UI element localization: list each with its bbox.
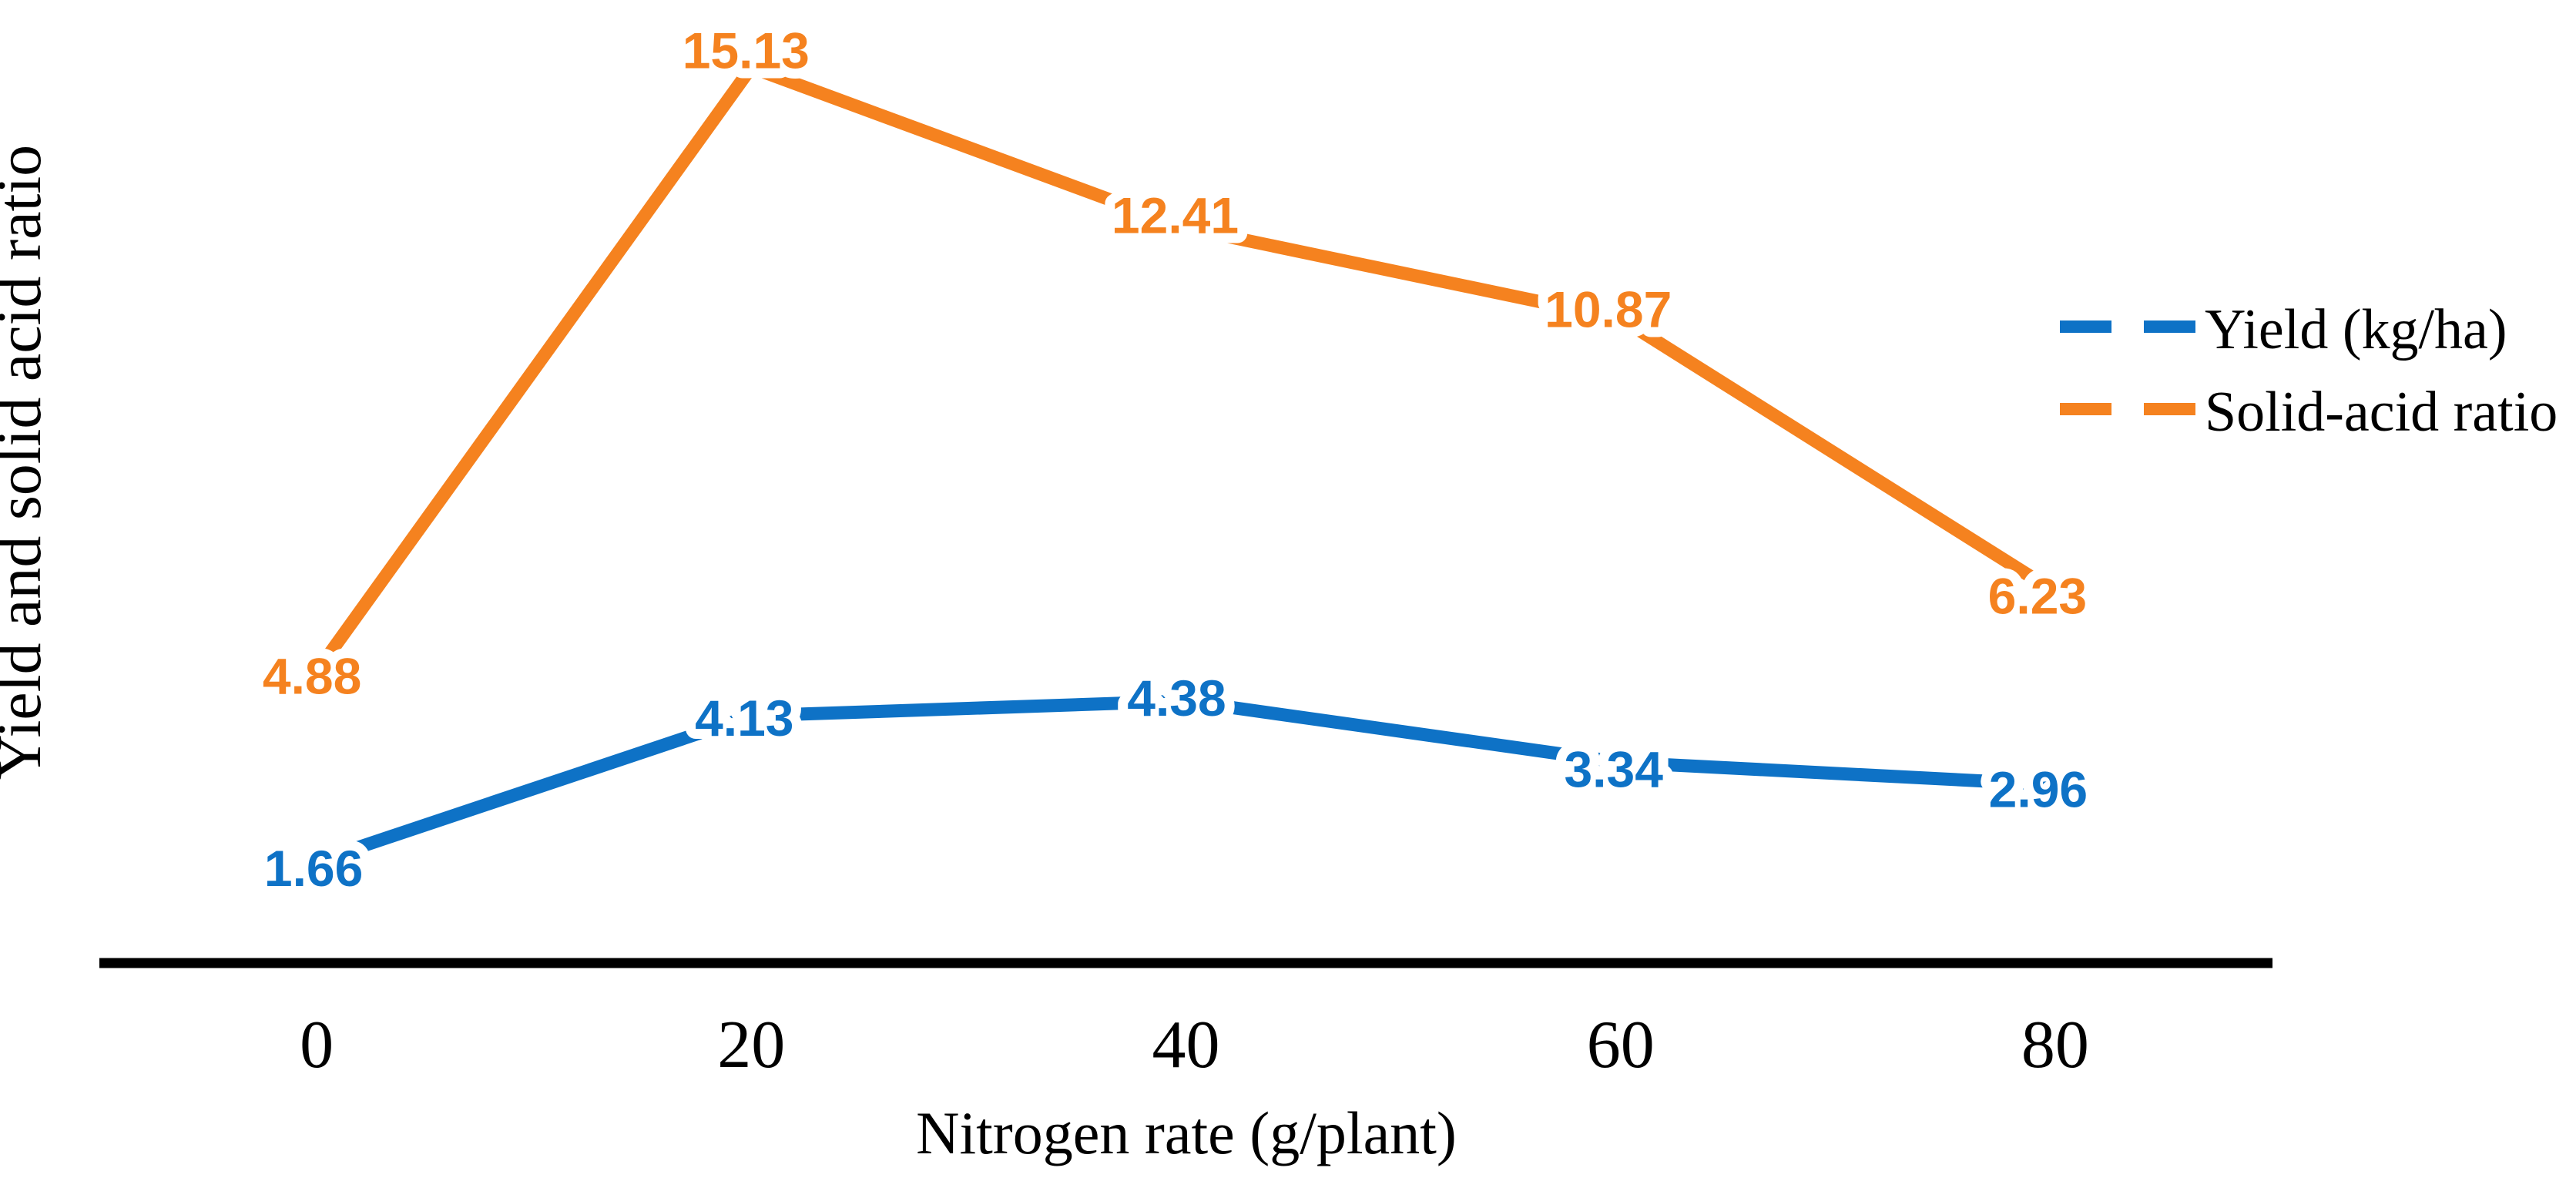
data-label-yield-kg-ha-4: 2.96 — [1989, 761, 2088, 818]
solid-acid-ratio-line — [311, 61, 2059, 676]
data-label-solid-acid-ratio-0: 4.88 — [263, 648, 361, 705]
legend: Yield (kg/ha) Solid-acid ratio — [2060, 298, 2558, 444]
data-label-solid-acid-ratio-2: 12.41 — [1112, 187, 1239, 244]
legend-item-yield-kg-ha: Yield (kg/ha) — [2060, 298, 2507, 361]
data-label-yield-kg-ha-3: 3.34 — [1564, 740, 1663, 797]
y-axis-title: Yield and solid acid ratio — [0, 145, 54, 780]
data-labels: 1.66 4.13 4.38 3.34 2.96 4.88 15.13 12.41 10.87 6… — [253, 12, 2098, 907]
x-tick-label-80: 80 — [2021, 1008, 2089, 1082]
legend-label-yield-kg-ha: Yield (kg/ha) — [2205, 298, 2507, 361]
x-tick-label-40: 40 — [1152, 1008, 1220, 1082]
data-label-yield-kg-ha-1: 4.13 — [695, 690, 793, 747]
data-label-yield-kg-ha-0: 1.66 — [264, 840, 363, 897]
data-label-solid-acid-ratio-4: 6.23 — [1988, 567, 2087, 624]
x-axis-title: Nitrogen rate (g/plant) — [916, 1099, 1457, 1166]
legend-item-solid-acid-ratio: Solid-acid ratio — [2060, 381, 2558, 444]
x-axis-tick-labels: 0 20 40 60 80 — [300, 1008, 2089, 1082]
yield-kg-ha-line — [314, 694, 2056, 868]
x-tick-label-0: 0 — [300, 1008, 334, 1082]
data-label-solid-acid-ratio-3: 10.87 — [1545, 280, 1672, 337]
data-label-yield-kg-ha-2: 4.38 — [1127, 670, 1226, 727]
legend-label-solid-acid-ratio: Solid-acid ratio — [2205, 381, 2558, 444]
series-lines — [311, 61, 2059, 868]
x-tick-label-20: 20 — [717, 1008, 785, 1082]
data-label-solid-acid-ratio-1: 15.13 — [683, 22, 810, 79]
x-tick-label-60: 60 — [1587, 1008, 1655, 1082]
